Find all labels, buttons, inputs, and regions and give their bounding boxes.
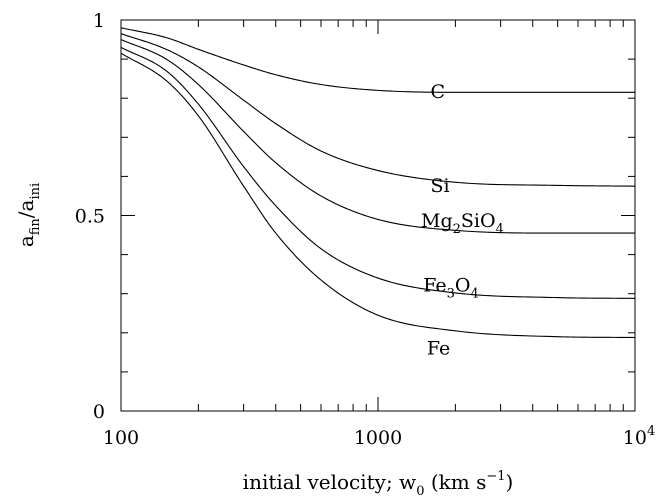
x-tick-label: 104 <box>623 424 655 449</box>
y-tick-label: 1 <box>93 10 105 32</box>
y-tick-label: 0 <box>93 401 105 423</box>
y-tick-label: 0.5 <box>75 206 105 228</box>
axis-labels: initial velocity; w0 (km s−1) afin/aini <box>14 183 513 499</box>
curve-label-c: C <box>430 81 445 103</box>
curve-label-fe3o4: Fe3O4 <box>423 275 479 302</box>
curve-fe3o4 <box>120 46 636 299</box>
x-axis-label: initial velocity; w0 (km s−1) <box>243 469 514 499</box>
curve-label-fe: Fe <box>427 337 450 359</box>
curve-label-si: Si <box>430 175 449 197</box>
x-tick-label: 100 <box>103 427 139 449</box>
curve-labels: C Si Mg2SiO4 Fe3O4 Fe <box>421 81 504 359</box>
curve-fe <box>120 52 636 339</box>
plot-frame <box>120 19 636 412</box>
curve-label-mg2sio4: Mg2SiO4 <box>421 210 504 237</box>
curve-mg2sio4 <box>120 39 635 234</box>
curves <box>120 27 636 339</box>
plot-border <box>120 19 636 412</box>
curve-c <box>120 27 635 93</box>
curve-si <box>120 33 636 187</box>
x-tick-label: 1000 <box>354 427 402 449</box>
axis-ticks: 100 1000 104 0 0.5 1 <box>75 10 655 449</box>
y-axis-label: afin/aini <box>14 183 43 247</box>
